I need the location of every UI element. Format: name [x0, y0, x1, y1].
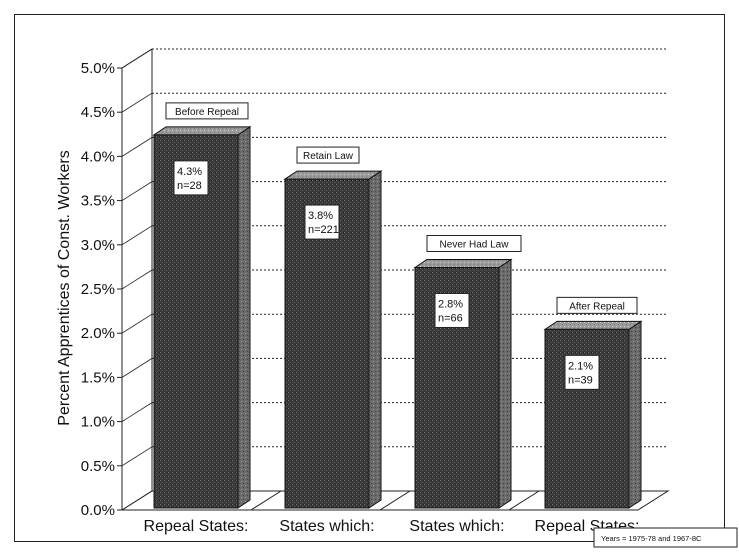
wall-tick: [121, 48, 153, 69]
value-box: [434, 292, 470, 328]
note-text: Years = 1975-78 and 1967-8C: [601, 534, 702, 543]
bar-top: [413, 258, 513, 268]
bar-group: Before Repeal 4.3% n=28: [152, 102, 252, 509]
y-tick-label: 5.0%: [81, 60, 115, 77]
bar-top: [543, 320, 643, 330]
value-box: [173, 160, 209, 196]
callout-box: [296, 146, 360, 164]
data-label: 4.3%: [177, 166, 202, 178]
n-label: n=39: [568, 374, 593, 386]
value-box: [304, 204, 340, 240]
chart-frame: [14, 14, 725, 542]
bar-top: [152, 126, 252, 136]
wall-tick: [121, 137, 153, 157]
floor-divider: [250, 490, 282, 511]
bars: Before Repeal 4.3% n=28 Retain Law 3.8% n=221…: [152, 102, 643, 509]
wall-tick: [121, 313, 153, 334]
x-category-label: States which:: [409, 518, 504, 535]
wall-tick: [121, 446, 153, 467]
data-label: 3.8%: [308, 210, 333, 222]
callout-box: [556, 296, 638, 314]
wall-tick: [121, 402, 153, 422]
n-label: n=221: [308, 224, 339, 236]
bar: [284, 178, 370, 509]
wall-tick: [121, 269, 153, 290]
y-tick-label: 0.0%: [81, 502, 115, 519]
y-tick-label: 0.5%: [81, 458, 115, 475]
wall-tick: [121, 181, 153, 201]
callout-box: [426, 234, 522, 252]
bar: [153, 134, 239, 509]
y-tick-label: 1.5%: [81, 369, 115, 386]
y-tick-label: 4.5%: [81, 104, 115, 121]
n-label: n=66: [438, 312, 463, 324]
bar-side: [498, 258, 512, 509]
y-tick-label: 2.5%: [81, 281, 115, 298]
bar-group: Never Had Law 2.8% n=66: [413, 234, 522, 509]
y-tick-label: 2.0%: [81, 325, 115, 342]
wall-tick: [121, 490, 153, 511]
y-tick-label: 3.5%: [81, 193, 115, 210]
x-category-label: Repeal States:: [144, 518, 249, 535]
y-tick-labels: 0.0% 0.5% 1.0% 1.5% 2.0% 2.5% 3.0% 3.5% 4.0% 4.5%…: [81, 60, 115, 519]
floor-divider: [379, 490, 411, 511]
wall-tick: [121, 225, 153, 246]
callout-label: Retain Law: [303, 151, 354, 162]
bar-side: [237, 125, 251, 509]
bar-side: [368, 170, 382, 509]
y-tick-label: 4.0%: [81, 148, 115, 165]
y-tick-label: 1.0%: [81, 414, 115, 431]
category-labels: Repeal States: States which: States which:…: [144, 518, 640, 535]
callout-label: Never Had Law: [440, 239, 510, 250]
callout-box: [165, 102, 249, 120]
bar-group: Retain Law 3.8% n=221: [283, 146, 383, 509]
x-category-label: States which:: [279, 518, 374, 535]
y-tick-label: 3.0%: [81, 237, 115, 254]
data-label: 2.8%: [438, 298, 463, 310]
bar-group: After Repeal 2.1% n=39: [543, 296, 643, 509]
data-label: 2.1%: [568, 360, 593, 372]
floor-divider: [508, 490, 540, 511]
value-box: [564, 354, 600, 390]
bar-side: [628, 320, 642, 509]
wall-tick: [121, 358, 153, 378]
wall-tick: [121, 92, 153, 113]
y-axis-label: Percent Apprentices of Const. Workers: [56, 150, 73, 425]
callout-label: After Repeal: [569, 301, 625, 312]
callout-label: Before Repeal: [175, 107, 239, 118]
note-box: Years = 1975-78 and 1967-8C: [593, 527, 738, 548]
bar-top: [283, 170, 383, 180]
n-label: n=28: [177, 180, 202, 192]
